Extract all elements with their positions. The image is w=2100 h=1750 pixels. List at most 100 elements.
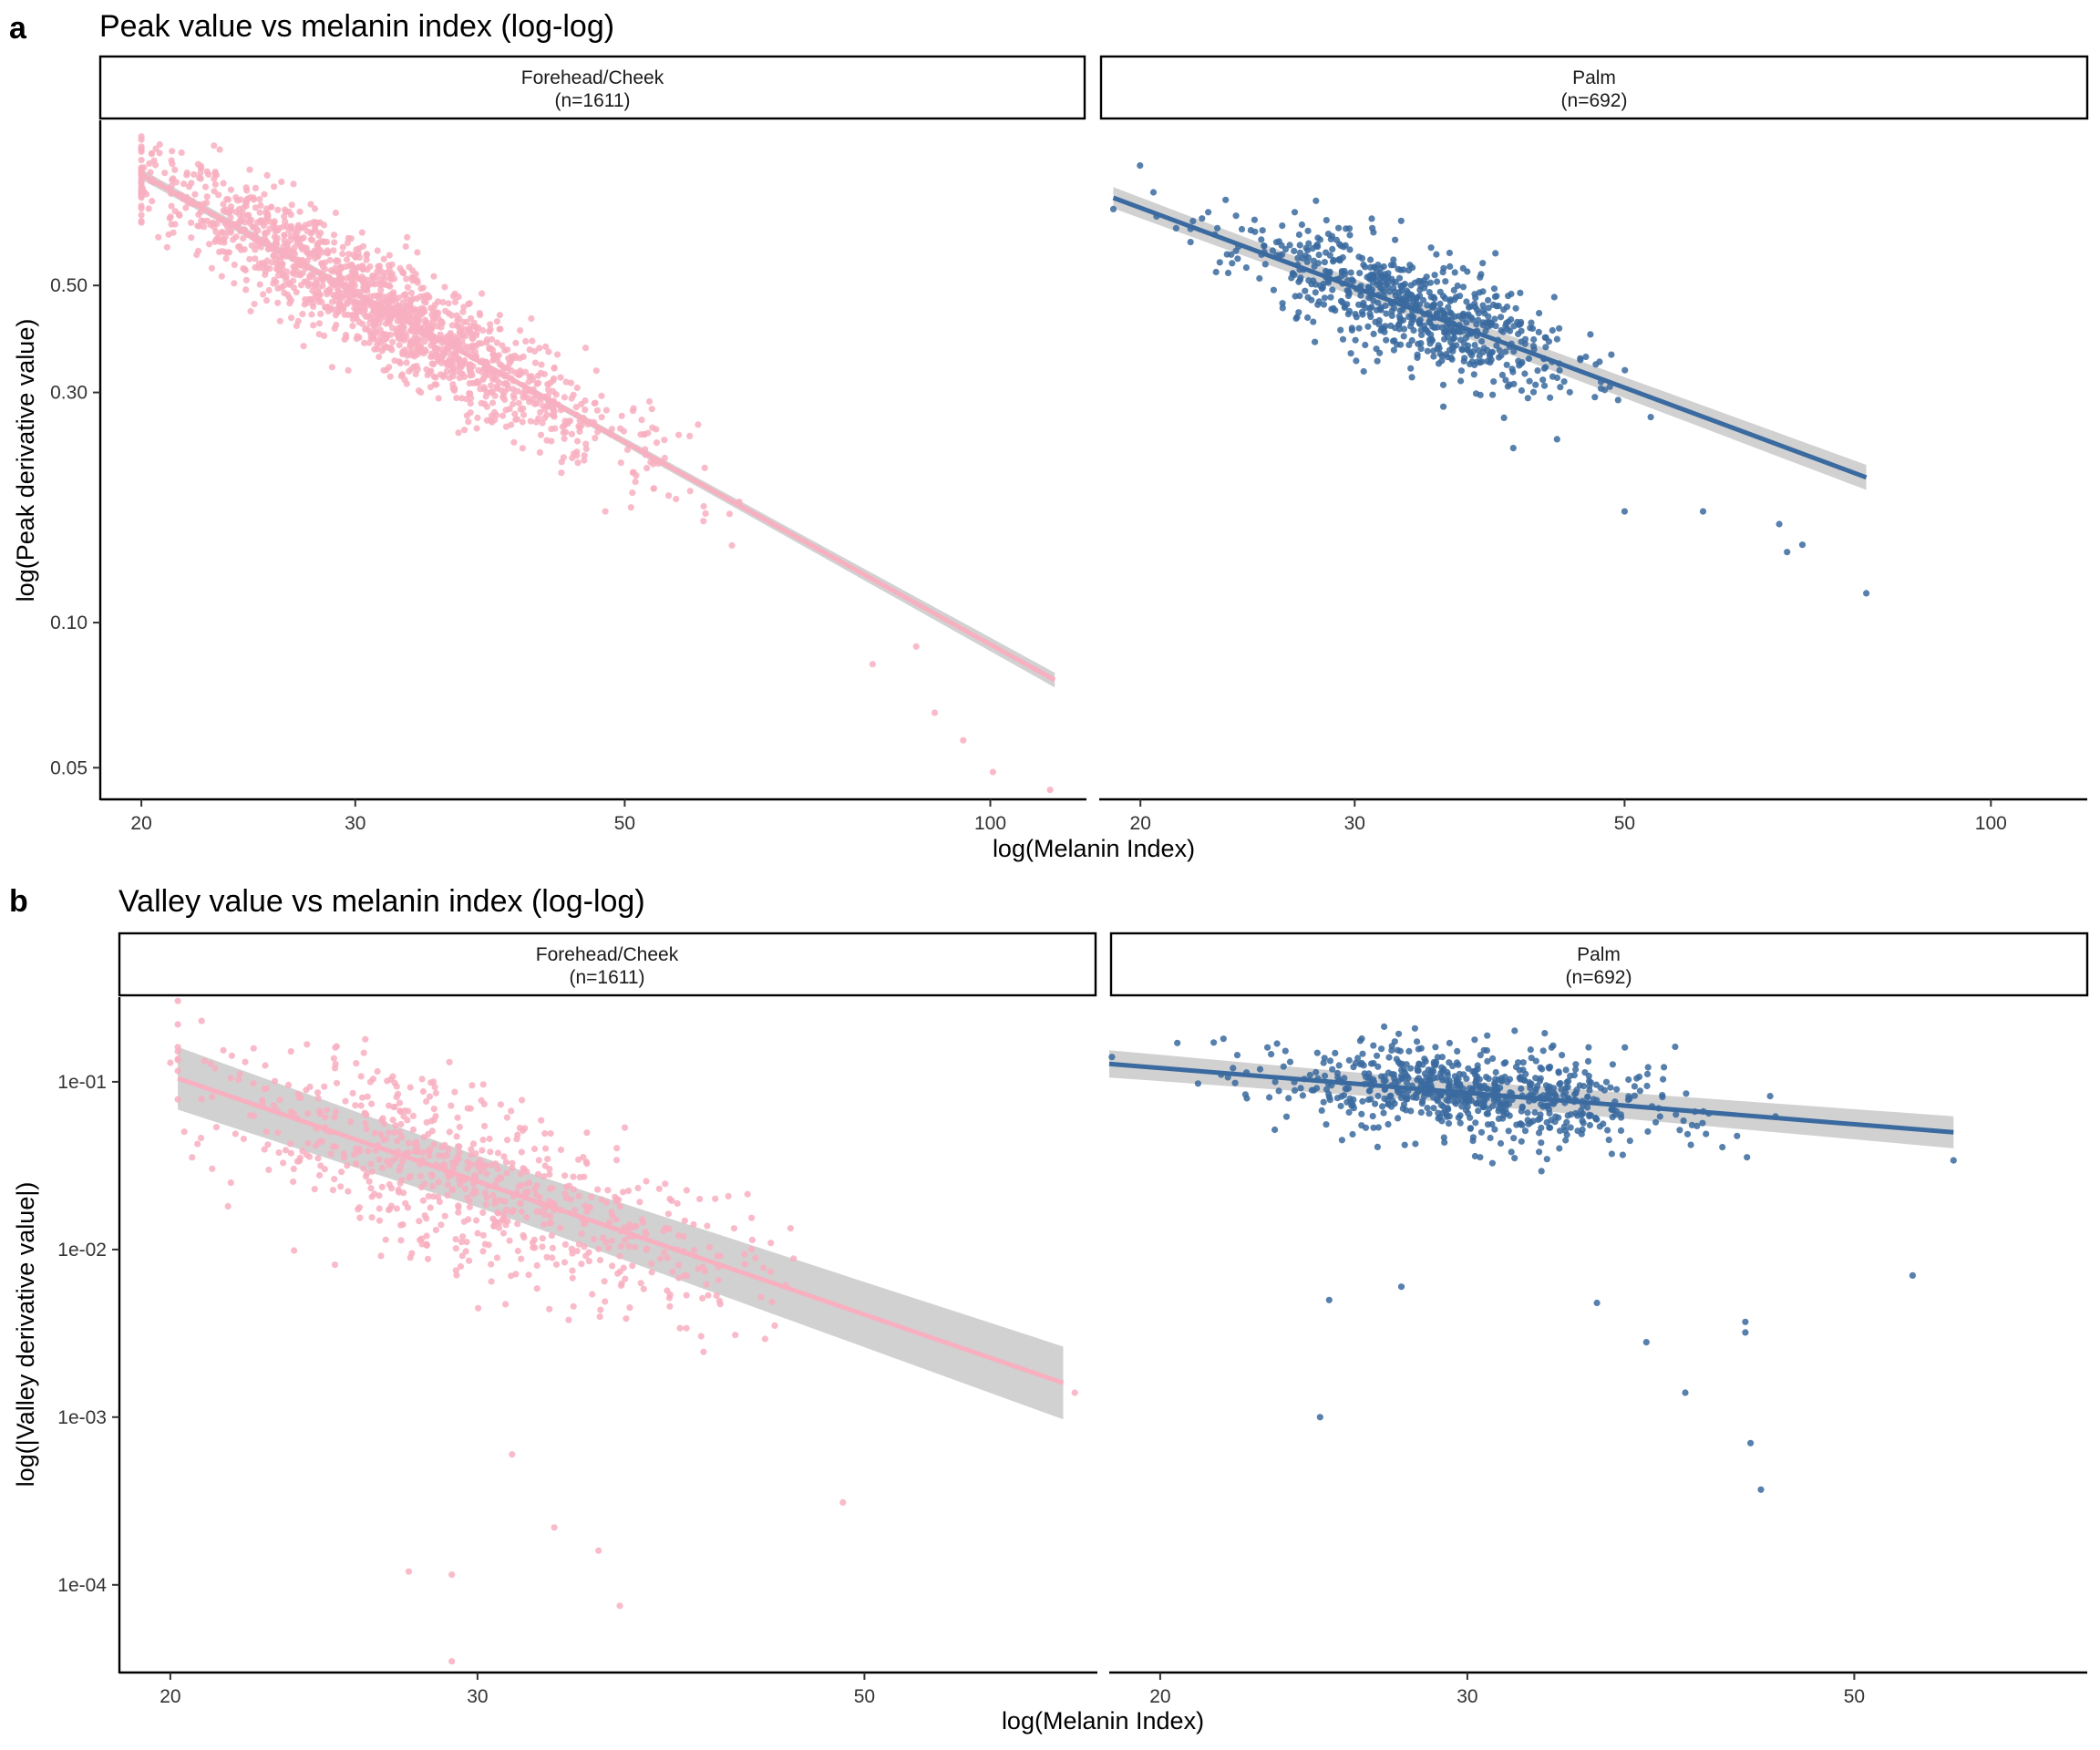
data-point <box>1323 1086 1331 1093</box>
data-point <box>480 375 488 382</box>
data-point <box>1396 1061 1404 1068</box>
data-point <box>540 402 547 409</box>
data-point <box>200 217 207 225</box>
data-point <box>557 1146 565 1154</box>
scatter-points <box>138 133 1054 794</box>
data-point <box>228 1052 235 1059</box>
data-point <box>363 1111 370 1118</box>
data-point <box>349 1089 356 1096</box>
data-point <box>716 1301 724 1308</box>
data-point <box>618 412 625 419</box>
data-point <box>520 405 527 412</box>
data-point <box>554 351 561 358</box>
data-point <box>1360 367 1367 376</box>
data-point <box>1360 299 1367 306</box>
data-point <box>138 145 145 152</box>
data-point <box>1466 304 1473 311</box>
data-point <box>598 392 605 399</box>
data-point <box>231 261 238 269</box>
data-point <box>1643 1082 1651 1090</box>
data-point <box>1518 1085 1525 1093</box>
data-point <box>1539 1047 1547 1055</box>
data-point <box>1394 1046 1401 1054</box>
data-point <box>1557 1079 1564 1087</box>
data-point <box>216 146 223 153</box>
panel-a-strip-forehead-n: (n=1611) <box>554 90 630 111</box>
data-point <box>412 370 419 377</box>
data-point <box>578 1261 585 1268</box>
data-point <box>625 1242 633 1250</box>
data-point <box>275 261 283 268</box>
data-point <box>1457 1112 1464 1119</box>
data-point <box>274 1129 282 1137</box>
data-point <box>350 1151 358 1158</box>
data-point <box>1451 269 1458 276</box>
data-point <box>502 1158 510 1166</box>
data-point <box>489 399 497 407</box>
data-point <box>510 395 518 402</box>
data-point <box>1313 1085 1321 1092</box>
data-point <box>439 373 447 381</box>
data-point <box>1334 1074 1342 1081</box>
data-point <box>496 312 504 319</box>
data-point <box>305 1153 314 1160</box>
data-point <box>674 1199 681 1207</box>
data-point <box>1430 1094 1437 1101</box>
data-point <box>1398 1075 1405 1083</box>
data-point <box>1415 277 1422 284</box>
data-point <box>407 1084 414 1091</box>
data-point <box>653 439 661 447</box>
data-point <box>1230 1065 1237 1072</box>
data-point <box>378 1183 386 1190</box>
data-point <box>326 256 334 264</box>
data-point <box>1256 1065 1264 1073</box>
data-point <box>622 1275 629 1282</box>
data-point <box>1362 1073 1370 1080</box>
data-point <box>402 242 409 251</box>
data-point <box>381 1120 388 1127</box>
data-point <box>339 250 346 258</box>
data-point <box>485 1241 492 1249</box>
data-point <box>395 294 402 302</box>
data-point <box>699 1294 706 1302</box>
data-point <box>1332 1049 1339 1056</box>
data-point <box>1385 1054 1393 1061</box>
data-point <box>592 367 600 375</box>
data-point <box>545 348 552 355</box>
data-point <box>1379 1103 1386 1110</box>
data-point <box>1387 1092 1395 1099</box>
data-point <box>180 180 188 188</box>
data-point <box>1355 324 1363 332</box>
data-point <box>1271 1126 1279 1134</box>
data-point <box>960 736 967 744</box>
data-point <box>1556 1145 1563 1152</box>
data-point <box>1527 1046 1534 1054</box>
data-point <box>1656 1113 1663 1120</box>
data-point <box>1414 1064 1421 1071</box>
data-point <box>479 1137 487 1144</box>
data-point <box>1440 403 1447 410</box>
data-point <box>1297 274 1304 282</box>
data-point <box>345 1188 352 1195</box>
data-point <box>138 205 145 212</box>
data-point <box>479 1209 487 1216</box>
data-point <box>643 1230 650 1238</box>
data-point <box>1680 1117 1687 1125</box>
data-point <box>1473 1082 1480 1089</box>
data-point <box>270 280 277 287</box>
data-point <box>314 1095 322 1102</box>
data-point <box>1424 347 1431 355</box>
data-point <box>1485 304 1492 312</box>
panel-b-strip-forehead-n: (n=1611) <box>569 967 644 988</box>
data-point <box>146 160 153 168</box>
data-point <box>695 1265 702 1272</box>
data-point <box>1337 1102 1344 1110</box>
data-point <box>1279 300 1286 307</box>
data-point <box>404 233 411 241</box>
data-point <box>1586 1113 1593 1120</box>
data-point <box>494 1149 502 1157</box>
data-point <box>455 323 462 330</box>
data-point <box>1742 1329 1749 1336</box>
data-point <box>471 1171 479 1179</box>
